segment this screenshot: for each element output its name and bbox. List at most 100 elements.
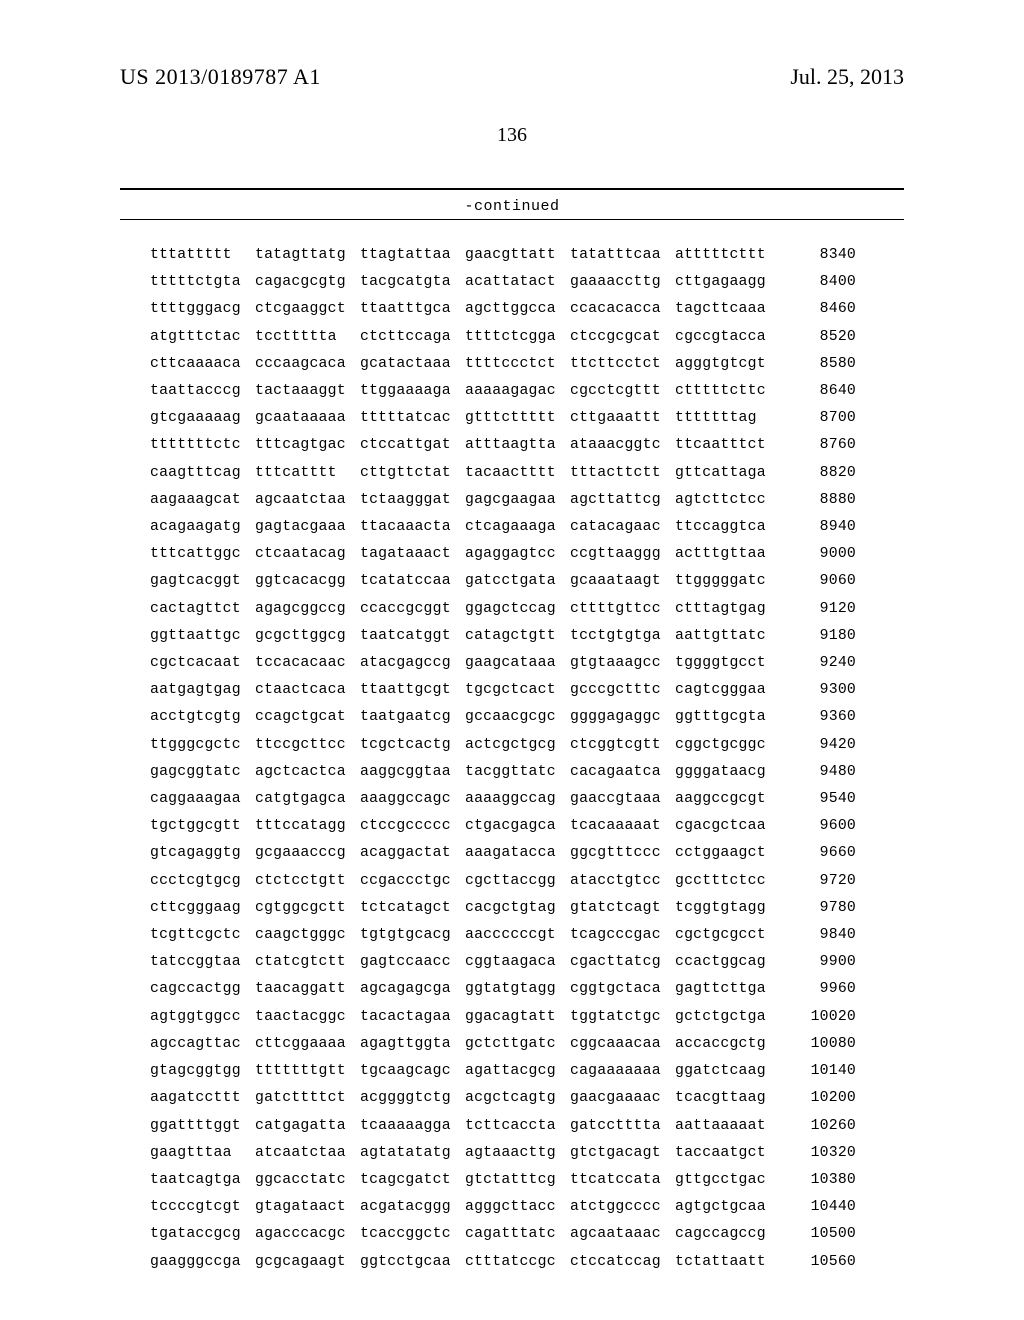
sequence-group: tccttttta xyxy=(255,324,360,351)
sequence-group: aattaaaaat xyxy=(675,1113,780,1140)
sequence-position: 9420 xyxy=(786,732,856,759)
sequence-group: ataaacggtc xyxy=(570,432,675,459)
horizontal-rule-heavy xyxy=(120,188,904,190)
sequence-group: tcagcccgac xyxy=(570,922,675,949)
sequence-group: ccctcgtgcg xyxy=(150,868,255,895)
sequence-group: tacaactttt xyxy=(465,460,570,487)
sequence-group: cactagttct xyxy=(150,596,255,623)
sequence-row: ggttaattgcgcgcttggcgtaatcatggtcatagctgtt… xyxy=(150,623,856,650)
sequence-group: tccacacaac xyxy=(255,650,360,677)
sequence-group: tttcagtgac xyxy=(255,432,360,459)
sequence-group: ttagtattaa xyxy=(360,242,465,269)
sequence-row: aatgagtgagctaactcacattaattgcgttgcgctcact… xyxy=(150,677,856,704)
sequence-group: acagaagatg xyxy=(150,514,255,541)
sequence-group: ggcgtttccc xyxy=(570,840,675,867)
sequence-position: 10440 xyxy=(786,1194,856,1221)
sequence-group: cgcctcgttt xyxy=(570,378,675,405)
sequence-group: tagcttcaaa xyxy=(675,296,780,323)
sequence-group: ttcaatttct xyxy=(675,432,780,459)
sequence-group: ggtcacacgg xyxy=(255,568,360,595)
sequence-group: agagttggta xyxy=(360,1031,465,1058)
sequence-row: cttcgggaagcgtggcgctttctcatagctcacgctgtag… xyxy=(150,895,856,922)
sequence-position: 9540 xyxy=(786,786,856,813)
sequence-group: gagcggtatc xyxy=(150,759,255,786)
sequence-group: aaggcggtaa xyxy=(360,759,465,786)
sequence-group: aaagatacca xyxy=(465,840,570,867)
sequence-row: gtagcggtggtttttttgtttgcaagcagcagattacgcg… xyxy=(150,1058,856,1085)
sequence-position: 8760 xyxy=(786,432,856,459)
sequence-group: taactacggc xyxy=(255,1004,360,1031)
sequence-position: 10140 xyxy=(786,1058,856,1085)
sequence-group: agcaataaac xyxy=(570,1221,675,1248)
sequence-group: tactaaaggt xyxy=(255,378,360,405)
sequence-group: catgtgagca xyxy=(255,786,360,813)
sequence-group: atttttcttt xyxy=(675,242,780,269)
sequence-group: atacgagccg xyxy=(360,650,465,677)
sequence-position: 9060 xyxy=(786,568,856,595)
sequence-group: cgccgtacca xyxy=(675,324,780,351)
sequence-group: tttcatttt xyxy=(255,460,360,487)
sequence-group: atctggcccc xyxy=(570,1194,675,1221)
sequence-group: ttgggcgctc xyxy=(150,732,255,759)
sequence-position: 9660 xyxy=(786,840,856,867)
sequence-group: cgctgcgcct xyxy=(675,922,780,949)
sequence-group: aaaaagagac xyxy=(465,378,570,405)
sequence-group: aagatccttt xyxy=(150,1085,255,1112)
sequence-group: gtctgacagt xyxy=(570,1140,675,1167)
sequence-group: gatcctttta xyxy=(570,1113,675,1140)
sequence-group: agtaaacttg xyxy=(465,1140,570,1167)
sequence-group: ctttagtgag xyxy=(675,596,780,623)
sequence-group: tatccggtaa xyxy=(150,949,255,976)
sequence-group: tgctggcgtt xyxy=(150,813,255,840)
sequence-group: cttcgggaag xyxy=(150,895,255,922)
sequence-group: cagatttatc xyxy=(465,1221,570,1248)
sequence-group: gtttcttttt xyxy=(465,405,570,432)
sequence-group: gtatctcagt xyxy=(570,895,675,922)
page: US 2013/0189787 A1 Jul. 25, 2013 136 -co… xyxy=(0,0,1024,1320)
sequence-group: tctattaatt xyxy=(675,1249,780,1276)
sequence-group: gaaaaccttg xyxy=(570,269,675,296)
sequence-row: tcgttcgctccaagctgggctgtgtgcacgaaccccccgt… xyxy=(150,922,856,949)
sequence-group: gagttcttga xyxy=(675,976,780,1003)
sequence-group: taatgaatcg xyxy=(360,704,465,731)
sequence-group: actttgttaa xyxy=(675,541,780,568)
sequence-group: tttttatcac xyxy=(360,405,465,432)
sequence-position: 10560 xyxy=(786,1249,856,1276)
sequence-listing: tttattttttatagttatgttagtattaagaacgttattt… xyxy=(150,242,856,1276)
sequence-group: taacaggatt xyxy=(255,976,360,1003)
sequence-group: cgacttatcg xyxy=(570,949,675,976)
sequence-group: gcgcagaagt xyxy=(255,1249,360,1276)
sequence-group: ctcaatacag xyxy=(255,541,360,568)
sequence-position: 8700 xyxy=(786,405,856,432)
sequence-group: atacctgtcc xyxy=(570,868,675,895)
sequence-position: 10260 xyxy=(786,1113,856,1140)
sequence-row: tgataccgcgagacccacgctcaccggctccagatttatc… xyxy=(150,1221,856,1248)
sequence-group: gaagcataaa xyxy=(465,650,570,677)
sequence-row: tttattttttatagttatgttagtattaagaacgttattt… xyxy=(150,242,856,269)
sequence-group: agctcactca xyxy=(255,759,360,786)
sequence-group: agcagagcga xyxy=(360,976,465,1003)
sequence-position: 9780 xyxy=(786,895,856,922)
sequence-group: ctaactcaca xyxy=(255,677,360,704)
sequence-group: agcaatctaa xyxy=(255,487,360,514)
sequence-group: gaacgaaaac xyxy=(570,1085,675,1112)
sequence-position: 9480 xyxy=(786,759,856,786)
sequence-group: taatcagtga xyxy=(150,1167,255,1194)
sequence-group: caagtttcag xyxy=(150,460,255,487)
sequence-group: agcttattcg xyxy=(570,487,675,514)
sequence-group: gcatactaaa xyxy=(360,351,465,378)
sequence-group: cggctgcggc xyxy=(675,732,780,759)
sequence-group: cacgctgtag xyxy=(465,895,570,922)
sequence-group: tttccatagg xyxy=(255,813,360,840)
sequence-group: ccaccgcggt xyxy=(360,596,465,623)
sequence-group: aagaaagcat xyxy=(150,487,255,514)
sequence-group: cagacgcgtg xyxy=(255,269,360,296)
sequence-group: ctctcctgtt xyxy=(255,868,360,895)
sequence-group: aaaaggccag xyxy=(465,786,570,813)
sequence-group: acggggtctg xyxy=(360,1085,465,1112)
sequence-group: acattatact xyxy=(465,269,570,296)
sequence-group: gcaaataagt xyxy=(570,568,675,595)
sequence-group: cgctcacaat xyxy=(150,650,255,677)
sequence-position: 9600 xyxy=(786,813,856,840)
sequence-group: gaacgttatt xyxy=(465,242,570,269)
